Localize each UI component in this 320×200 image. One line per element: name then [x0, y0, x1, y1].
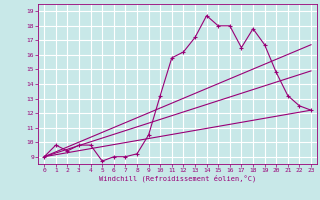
X-axis label: Windchill (Refroidissement éolien,°C): Windchill (Refroidissement éolien,°C)	[99, 175, 256, 182]
